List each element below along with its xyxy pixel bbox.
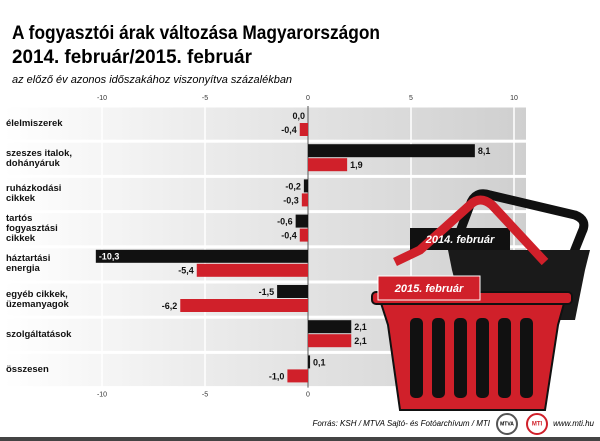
bar [295,214,308,228]
bottom-border [0,437,600,441]
website: www.mti.hu [553,419,594,428]
row-band [4,107,526,140]
category-label: összesen [6,364,49,375]
basket-illustration [371,189,590,411]
bar [303,179,308,193]
value-label: -0,3 [283,195,299,205]
x-tick-label: -5 [202,391,208,398]
category-label: háztartási energia [6,253,51,275]
value-label: -1,0 [269,371,285,381]
basket-front [378,299,567,411]
value-label: -6,2 [162,301,178,311]
bar [277,285,308,298]
source-note: Forrás: KSH / MTVA Sajtó- és Fotóarchívu… [312,419,490,428]
value-label: -5,4 [178,266,194,276]
logo [526,413,548,435]
logo-text: MTVA [500,421,514,427]
x-tick-label: -10 [97,391,107,398]
x-tick-label: -5 [202,95,208,102]
value-label: -1,5 [259,287,275,297]
chart-title-line2: 2014. február/2015. február [12,47,253,68]
logo [496,413,518,435]
row-band [4,177,526,211]
x-tick-label: 10 [510,95,518,102]
bar [308,144,475,158]
value-label: 0,0 [292,111,305,121]
value-label: 1,9 [350,160,363,170]
value-label: -10,3 [99,252,120,262]
bar [308,334,352,348]
category-label: szeszes italok, dohányáruk [6,147,73,169]
legend-label: 2015. február [394,283,464,295]
chart-title: A fogyasztói árak változása Magyarország… [12,23,380,44]
bar [95,249,308,263]
value-label: 8,1 [478,146,491,156]
basket-handle [393,195,549,267]
legend-box [377,275,481,301]
logo-text: MTI [532,422,543,428]
bar [287,369,308,383]
category-label: tartós fogyasztási cikkek [6,213,58,245]
category-label: élelmiszerek [6,117,63,129]
value-label: -0,4 [281,125,297,135]
value-label: 2,1 [354,336,367,346]
value-label: -0,2 [285,181,301,191]
value-label: -0,6 [277,216,293,226]
value-label: -0,4 [281,230,297,240]
bar [299,228,308,242]
bar [180,299,308,312]
x-tick-label: 0 [306,391,310,398]
bar [196,263,308,277]
x-tick-label: 0 [306,95,310,102]
chart-subtitle: az előző év azonos időszakához viszonyít… [12,74,292,86]
bar [308,320,352,334]
value-label: 0,1 [313,357,326,367]
category-label: ruházkodási cikkek [6,183,62,204]
bar [308,355,311,369]
bar [299,123,308,136]
x-tick-label: 5 [409,95,413,102]
bar [308,158,348,172]
legend-label: 2014. február [425,234,495,246]
x-tick-label: -10 [97,95,107,102]
category-label: egyéb cikkek, üzemanyagok [6,288,69,310]
bar [301,193,308,207]
category-label: szolgáltatások [6,328,72,340]
value-label: 2,1 [354,322,367,332]
